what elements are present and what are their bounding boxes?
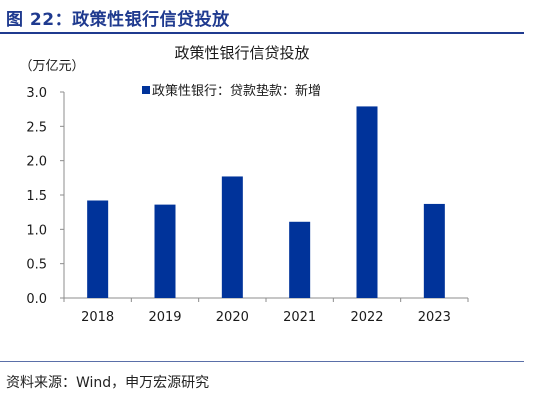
bar-2019 <box>154 204 176 298</box>
source-note: 资料来源：Wind，申万宏源研究 <box>6 375 210 391</box>
y-tick-label: 1.0 <box>26 223 47 238</box>
x-tick-label: 2022 <box>350 310 383 325</box>
bar-2020 <box>221 176 243 298</box>
x-tick-labels: 2018 2019 2020 2021 2022 2023 <box>81 310 451 325</box>
y-tick-label: 0.5 <box>26 258 47 273</box>
bar-2018 <box>87 200 109 298</box>
x-tick-label: 2021 <box>283 310 316 325</box>
y-tick-label: 0.0 <box>26 292 47 307</box>
y-tick-labels: 0.0 0.5 1.0 1.5 2.0 2.5 3.0 <box>26 86 47 307</box>
legend: 政策性银行：贷款垫款：新增 <box>142 83 321 99</box>
x-tick-label: 2019 <box>148 310 181 325</box>
x-tick-label: 2018 <box>81 310 114 325</box>
figure-title: 图 22：政策性银行信贷投放 <box>6 10 230 30</box>
x-tick-label: 2023 <box>418 310 451 325</box>
y-tick-label: 2.5 <box>26 120 47 135</box>
legend-label: 政策性银行：贷款垫款：新增 <box>152 83 321 99</box>
bar-2021 <box>289 221 311 298</box>
bars <box>87 106 445 298</box>
chart-area: 政策性银行信贷投放 （万亿元） 政策性银行：贷款垫款：新增 2018 2019 20… <box>0 34 557 360</box>
legend-swatch <box>142 86 150 94</box>
x-tick-label: 2020 <box>216 310 249 325</box>
footer-rule <box>0 361 524 362</box>
y-tick-label: 3.0 <box>26 86 47 101</box>
y-unit-label: （万亿元） <box>19 59 84 74</box>
figure-header: 图 22：政策性银行信贷投放 <box>0 0 557 34</box>
y-tick-label: 1.5 <box>26 189 47 204</box>
bar-2022 <box>356 106 378 298</box>
axes <box>60 91 469 302</box>
bar-chart: 政策性银行信贷投放 （万亿元） 政策性银行：贷款垫款：新增 2018 2019 20… <box>19 44 469 325</box>
header-rule <box>0 32 524 34</box>
chart-title: 政策性银行信贷投放 <box>174 44 309 62</box>
y-tick-label: 2.0 <box>26 155 47 170</box>
bar-2023 <box>423 203 445 298</box>
